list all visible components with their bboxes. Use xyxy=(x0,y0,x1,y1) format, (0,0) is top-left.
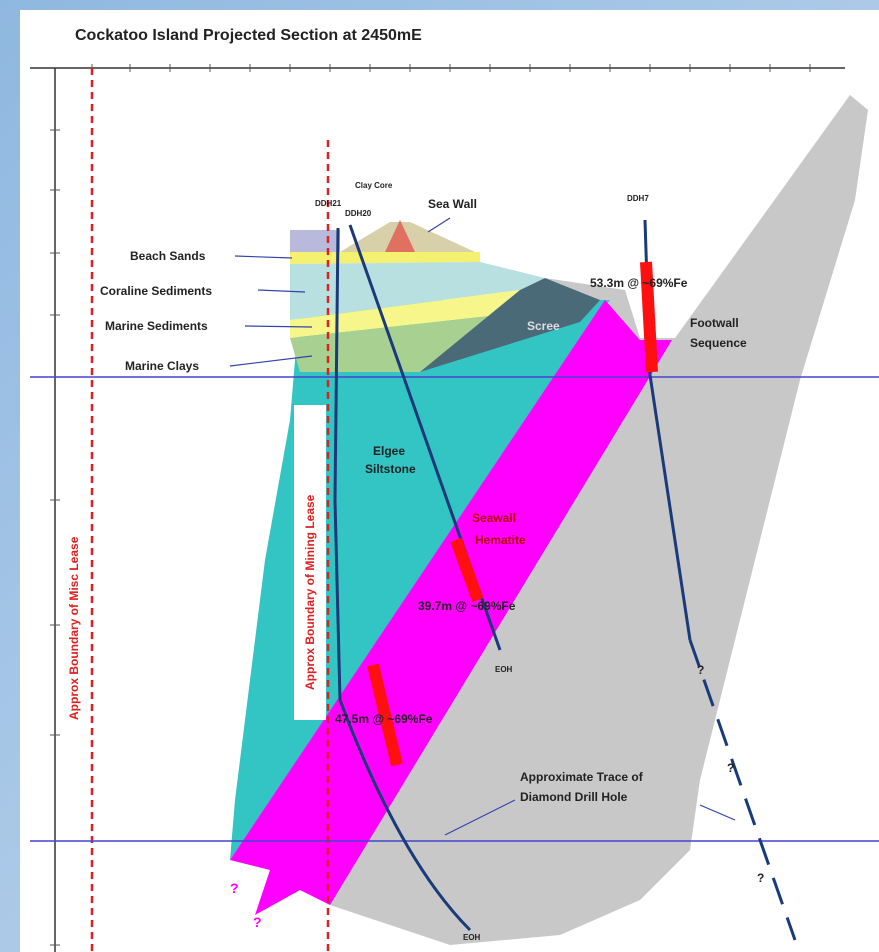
unit-label: Elgee xyxy=(373,444,405,458)
marine-sediments xyxy=(290,290,520,338)
seawall-hematite xyxy=(230,300,672,915)
eoh-label: EOH xyxy=(495,665,513,674)
intercept-label: 47.5m @ ~69%Fe xyxy=(335,712,433,726)
leader-lines xyxy=(229,217,736,836)
unit-label: Coraline Sediments xyxy=(100,284,212,298)
unknown-mark: ? xyxy=(727,761,734,775)
mining-lease-label: Approx Boundary of Mining Lease xyxy=(303,494,317,690)
clay-core xyxy=(385,220,415,252)
misc-lease-label: Approx Boundary of Misc Lease xyxy=(67,536,81,720)
unit-label: Sea Wall xyxy=(428,197,477,211)
trace-label: Diamond Drill Hole xyxy=(520,790,628,804)
unit-label: Marine Clays xyxy=(125,359,199,373)
unit-label: Beach Sands xyxy=(130,249,206,263)
hole-label: DDH21 xyxy=(315,199,342,208)
intercept xyxy=(450,537,484,603)
title: Cockatoo Island Projected Section at 245… xyxy=(75,27,422,44)
unit-label: Marine Sediments xyxy=(105,319,208,333)
label-box xyxy=(294,405,326,720)
unknown-mark: ? xyxy=(757,871,764,885)
unit-label: Footwall xyxy=(690,316,739,330)
unit-label: Clay Core xyxy=(355,181,393,190)
unknown-mark: ? xyxy=(253,914,262,930)
marine-clays xyxy=(290,316,490,372)
hole-label: DDH20 xyxy=(345,209,372,218)
trace-label: Approximate Trace of xyxy=(520,770,644,784)
unit-label: Seawall xyxy=(472,511,516,525)
fill-area xyxy=(290,230,340,252)
beach-sands xyxy=(290,252,480,264)
unit-label: Siltstone xyxy=(365,462,416,476)
intercept xyxy=(640,261,658,373)
unknown-mark: ? xyxy=(697,663,704,677)
unit-label: Hematite xyxy=(475,533,526,547)
intercept-label: 39.7m @ ~69%Fe xyxy=(418,599,516,613)
hole-label: DDH7 xyxy=(627,194,649,203)
drill-hole-ddh21 xyxy=(333,227,472,932)
drill-hole-ddh7-projected xyxy=(688,639,797,941)
eoh-label: EOH xyxy=(463,933,481,942)
intercept xyxy=(367,663,403,767)
unit-label: Sequence xyxy=(690,336,747,350)
intercept-label: 53.3m @ ~69%Fe xyxy=(590,276,688,290)
unknown-mark: ? xyxy=(230,880,239,896)
unit-label: Scree xyxy=(527,319,560,333)
axis-ticks xyxy=(50,64,811,946)
scree xyxy=(420,278,600,372)
coraline-sediments xyxy=(290,262,545,320)
footwall-unit xyxy=(330,95,868,945)
